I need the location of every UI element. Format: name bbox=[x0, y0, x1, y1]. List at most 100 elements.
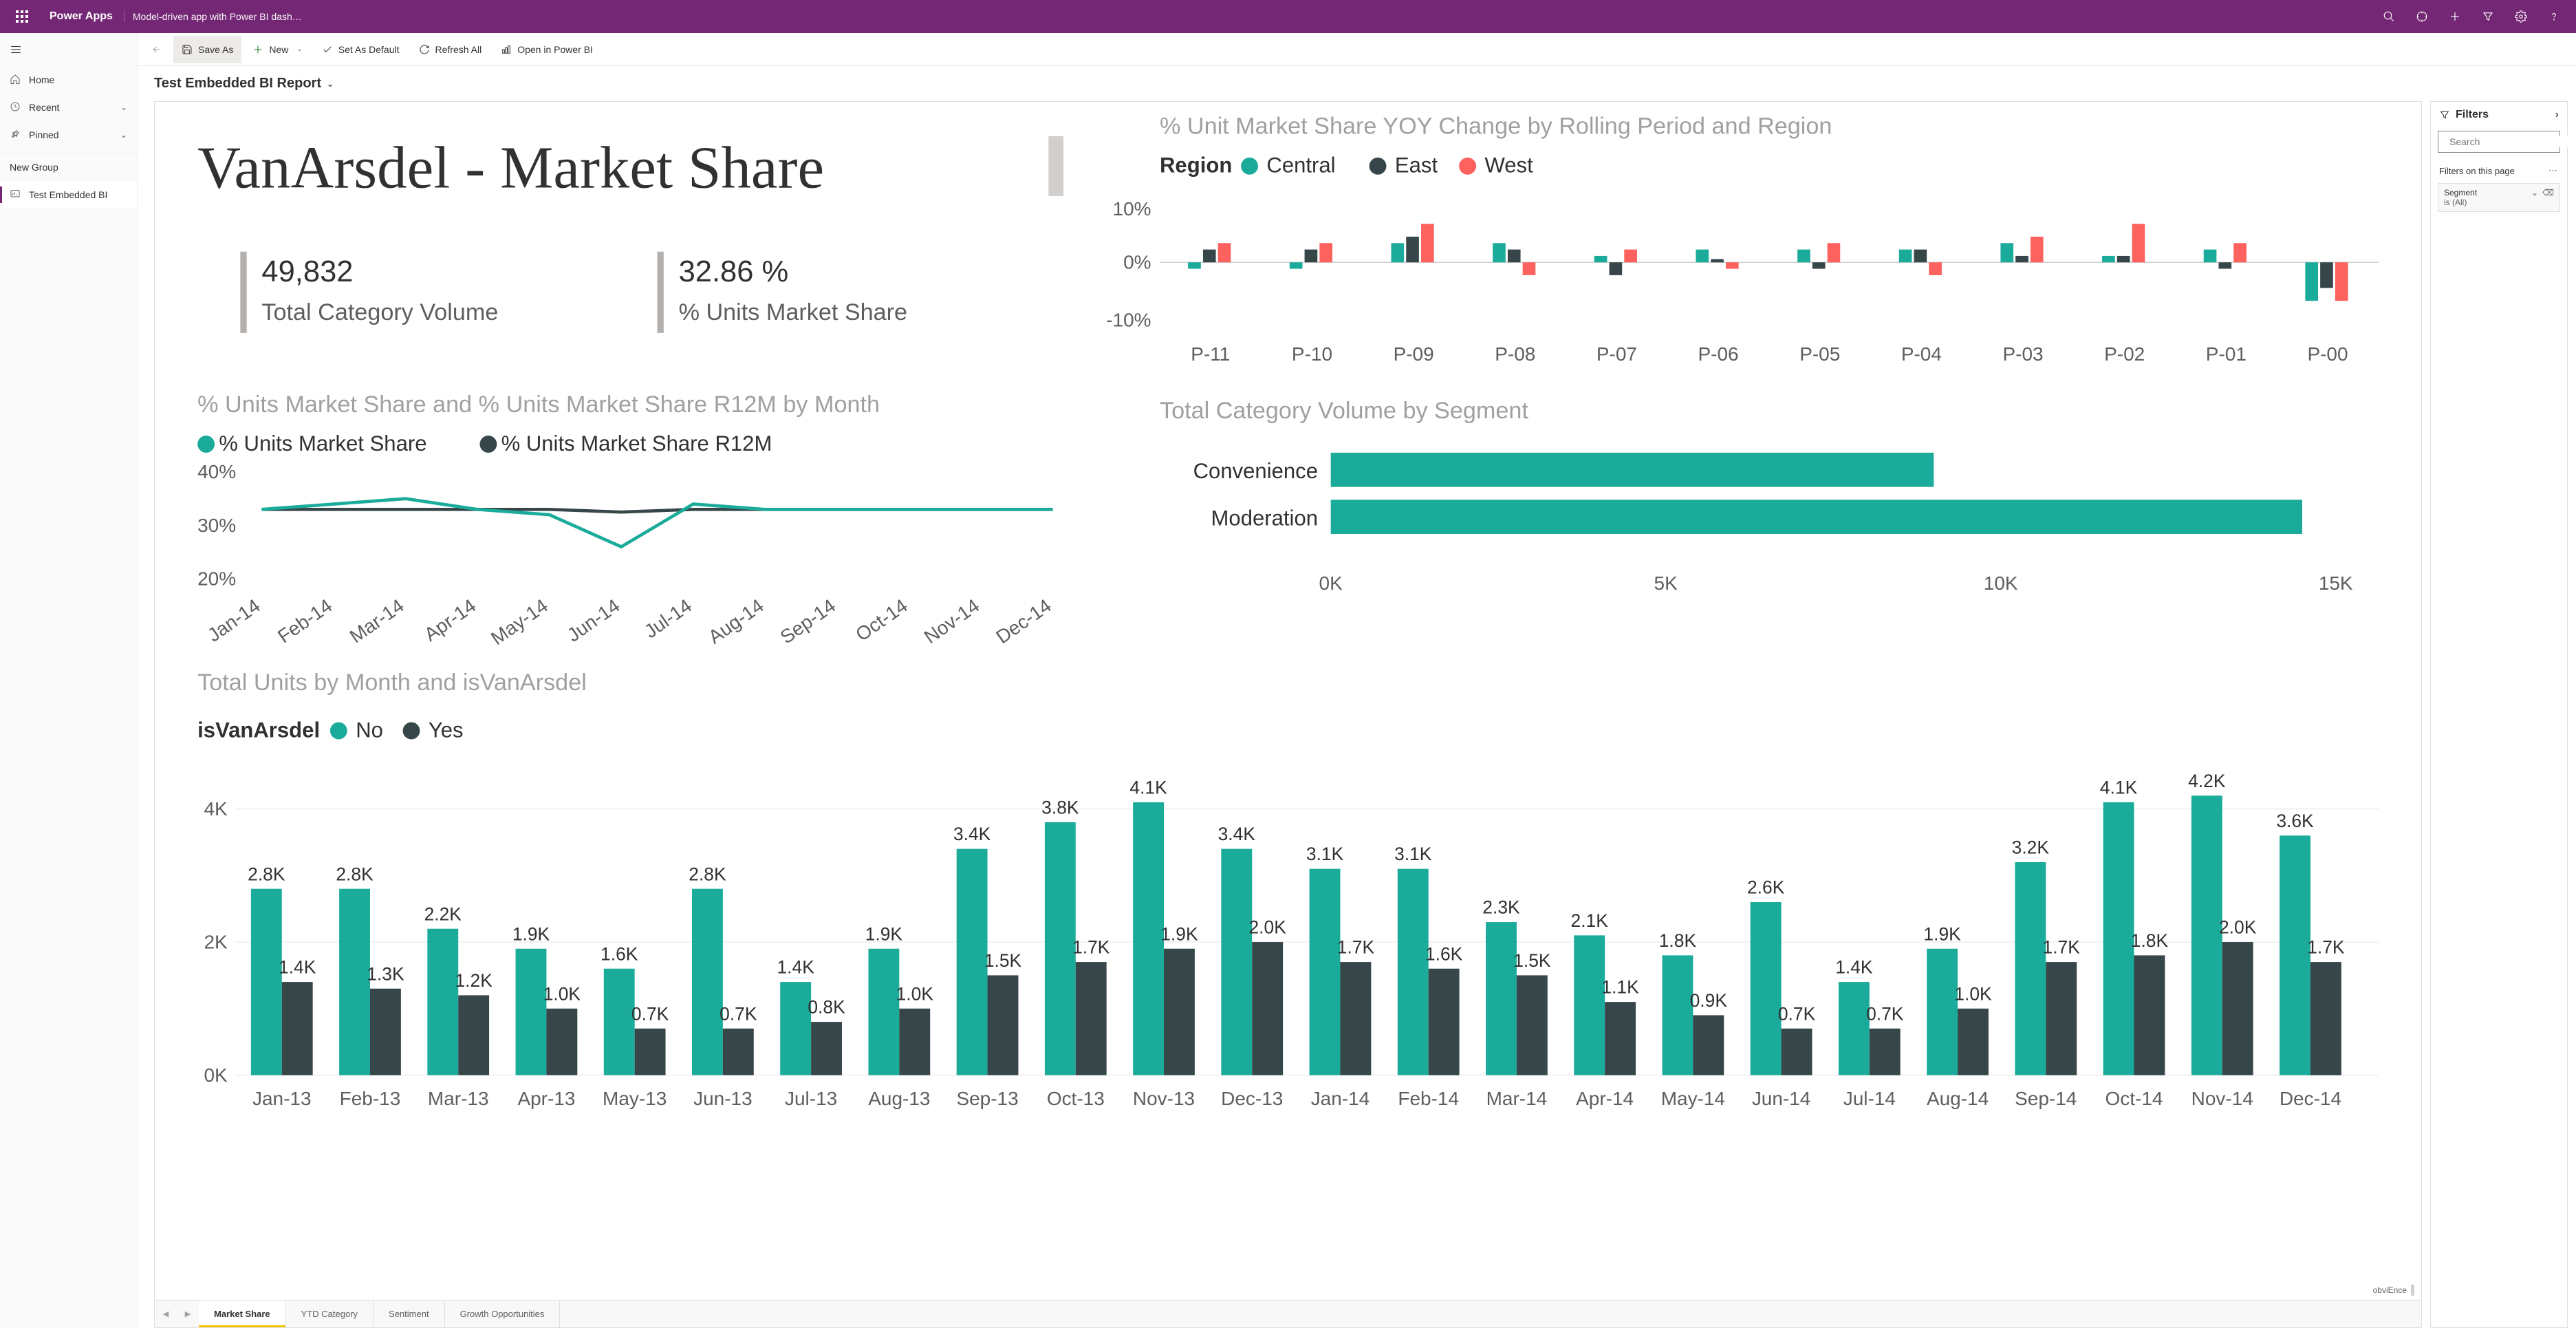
svg-text:Oct-13: Oct-13 bbox=[1047, 1088, 1105, 1109]
svg-text:P-07: P-07 bbox=[1597, 343, 1637, 365]
sidebar-item-recent[interactable]: Recent ⌄ bbox=[0, 94, 137, 121]
sidebar-item-pinned[interactable]: Pinned ⌄ bbox=[0, 121, 137, 149]
svg-text:1.8K: 1.8K bbox=[2131, 930, 2169, 951]
app-launcher[interactable] bbox=[6, 10, 39, 23]
svg-text:2.6K: 2.6K bbox=[1747, 877, 1785, 898]
filters-search-input[interactable] bbox=[2449, 136, 2574, 147]
svg-text:Dec-14: Dec-14 bbox=[2280, 1088, 2341, 1109]
svg-text:Total Units by Month and isVan: Total Units by Month and isVanArsdel bbox=[197, 670, 587, 696]
svg-text:1.1K: 1.1K bbox=[1601, 977, 1639, 998]
svg-text:Nov-13: Nov-13 bbox=[1133, 1088, 1195, 1109]
filter-card-segment[interactable]: Segment is (All) ⌄ ⌫ bbox=[2438, 183, 2560, 212]
clock-icon bbox=[10, 101, 21, 114]
filters-search[interactable] bbox=[2438, 131, 2560, 153]
tab-ytd-category[interactable]: YTD Category bbox=[286, 1300, 374, 1327]
svg-text:Jun-14: Jun-14 bbox=[563, 595, 624, 645]
svg-text:1.7K: 1.7K bbox=[1337, 937, 1375, 958]
svg-text:Moderation: Moderation bbox=[1211, 506, 1318, 531]
svg-text:East: East bbox=[1395, 153, 1438, 178]
app-breadcrumb[interactable]: Model-driven app with Power BI dash… bbox=[124, 11, 302, 22]
svg-text:2.0K: 2.0K bbox=[1249, 917, 1287, 938]
cmd-label: New bbox=[269, 44, 288, 55]
svg-text:1.0K: 1.0K bbox=[1954, 983, 1992, 1004]
svg-text:Apr-14: Apr-14 bbox=[420, 595, 480, 645]
cmd-label: Refresh All bbox=[435, 44, 482, 55]
svg-text:1.4K: 1.4K bbox=[777, 957, 815, 978]
svg-text:% Unit Market Share YOY Change: % Unit Market Share YOY Change by Rollin… bbox=[1160, 114, 1832, 140]
svg-text:Oct-14: Oct-14 bbox=[2106, 1088, 2163, 1109]
tab-next[interactable]: ▶ bbox=[177, 1300, 199, 1327]
svg-text:4.1K: 4.1K bbox=[1129, 778, 1167, 798]
svg-text:1.7K: 1.7K bbox=[2307, 937, 2345, 958]
svg-text:0.9K: 0.9K bbox=[1690, 990, 1728, 1011]
svg-text:Mar-14: Mar-14 bbox=[346, 595, 408, 647]
add-icon[interactable] bbox=[2438, 0, 2471, 33]
target-icon[interactable] bbox=[2405, 0, 2438, 33]
svg-text:2.1K: 2.1K bbox=[1571, 910, 1609, 931]
filters-section-label: Filters on this page bbox=[2439, 166, 2515, 176]
svg-text:0.7K: 0.7K bbox=[719, 1003, 757, 1024]
chevron-down-icon: ⌄ bbox=[2531, 188, 2538, 197]
search-icon[interactable] bbox=[2372, 0, 2405, 33]
chevron-down-icon: ⌄ bbox=[120, 103, 127, 112]
sidebar-item-home[interactable]: Home bbox=[0, 66, 137, 94]
sidebar: Home Recent ⌄ Pinned ⌄ New Group Test Em… bbox=[0, 33, 138, 1328]
svg-text:No: No bbox=[356, 718, 383, 742]
svg-text:1.9K: 1.9K bbox=[512, 923, 550, 944]
report-icon bbox=[10, 189, 21, 202]
svg-text:P-11: P-11 bbox=[1191, 343, 1230, 365]
svg-text:Total Category Volume: Total Category Volume bbox=[261, 299, 498, 325]
svg-text:4.2K: 4.2K bbox=[2188, 771, 2226, 791]
svg-text:0%: 0% bbox=[1123, 252, 1151, 273]
svg-text:1.9K: 1.9K bbox=[1923, 923, 1961, 944]
svg-text:0.8K: 0.8K bbox=[808, 997, 845, 1018]
filter-icon[interactable] bbox=[2471, 0, 2504, 33]
svg-text:P-04: P-04 bbox=[1901, 343, 1942, 365]
svg-text:Nov-14: Nov-14 bbox=[920, 595, 984, 647]
tab-growth[interactable]: Growth Opportunities bbox=[445, 1300, 561, 1327]
svg-text:P-09: P-09 bbox=[1394, 343, 1434, 365]
expand-icon[interactable]: › bbox=[2555, 109, 2559, 121]
svg-text:Jan-14: Jan-14 bbox=[1311, 1088, 1370, 1109]
svg-text:3.1K: 3.1K bbox=[1394, 844, 1432, 864]
open-power-bi-button[interactable]: Open in Power BI bbox=[493, 36, 601, 63]
set-default-button[interactable]: Set As Default bbox=[314, 36, 408, 63]
svg-text:15K: 15K bbox=[2319, 572, 2353, 594]
sidebar-item-label: Recent bbox=[29, 102, 59, 113]
svg-text:P-05: P-05 bbox=[1799, 343, 1840, 365]
svg-text:3.8K: 3.8K bbox=[1041, 797, 1079, 818]
svg-text:Apr-13: Apr-13 bbox=[517, 1088, 575, 1109]
svg-text:May-14: May-14 bbox=[487, 595, 552, 649]
svg-text:Feb-14: Feb-14 bbox=[1398, 1088, 1459, 1109]
refresh-all-button[interactable]: Refresh All bbox=[411, 36, 490, 63]
svg-text:Aug-14: Aug-14 bbox=[1927, 1088, 1989, 1109]
more-icon[interactable]: ⋯ bbox=[2548, 165, 2559, 176]
svg-text:isVanArsdel: isVanArsdel bbox=[197, 718, 320, 742]
svg-text:5K: 5K bbox=[1654, 572, 1678, 594]
hamburger-icon[interactable] bbox=[0, 33, 137, 66]
tab-sentiment[interactable]: Sentiment bbox=[374, 1300, 445, 1327]
svg-text:1.8K: 1.8K bbox=[1659, 930, 1697, 951]
global-nav: Power Apps Model-driven app with Power B… bbox=[0, 0, 2576, 33]
report-tabs: ◀ ▶ Market Share YTD Category Sentiment … bbox=[154, 1300, 2422, 1328]
new-button[interactable]: New ⌄ bbox=[244, 36, 310, 63]
help-icon[interactable] bbox=[2537, 0, 2570, 33]
svg-text:% Units Market Share: % Units Market Share bbox=[219, 431, 426, 456]
svg-text:1.9K: 1.9K bbox=[1160, 923, 1198, 944]
sidebar-item-report[interactable]: Test Embedded BI bbox=[0, 181, 137, 208]
svg-text:P-01: P-01 bbox=[2206, 343, 2247, 365]
tab-market-share[interactable]: Market Share bbox=[199, 1300, 286, 1327]
svg-text:3.1K: 3.1K bbox=[1306, 844, 1344, 864]
settings-icon[interactable] bbox=[2504, 0, 2537, 33]
tab-prev[interactable]: ◀ bbox=[155, 1300, 177, 1327]
filters-pane: Filters › Filters on this page ⋯ Segment bbox=[2430, 101, 2568, 1328]
clear-icon[interactable]: ⌫ bbox=[2542, 188, 2554, 197]
svg-text:Region: Region bbox=[1160, 153, 1232, 178]
back-button[interactable] bbox=[143, 44, 171, 55]
watermark: obviEnce bbox=[2373, 1285, 2414, 1296]
svg-text:2K: 2K bbox=[204, 931, 228, 952]
home-icon bbox=[10, 74, 21, 87]
save-as-button[interactable]: Save As bbox=[173, 36, 241, 63]
chevron-down-icon[interactable]: ⌄ bbox=[327, 79, 334, 89]
svg-text:10%: 10% bbox=[1113, 198, 1151, 219]
